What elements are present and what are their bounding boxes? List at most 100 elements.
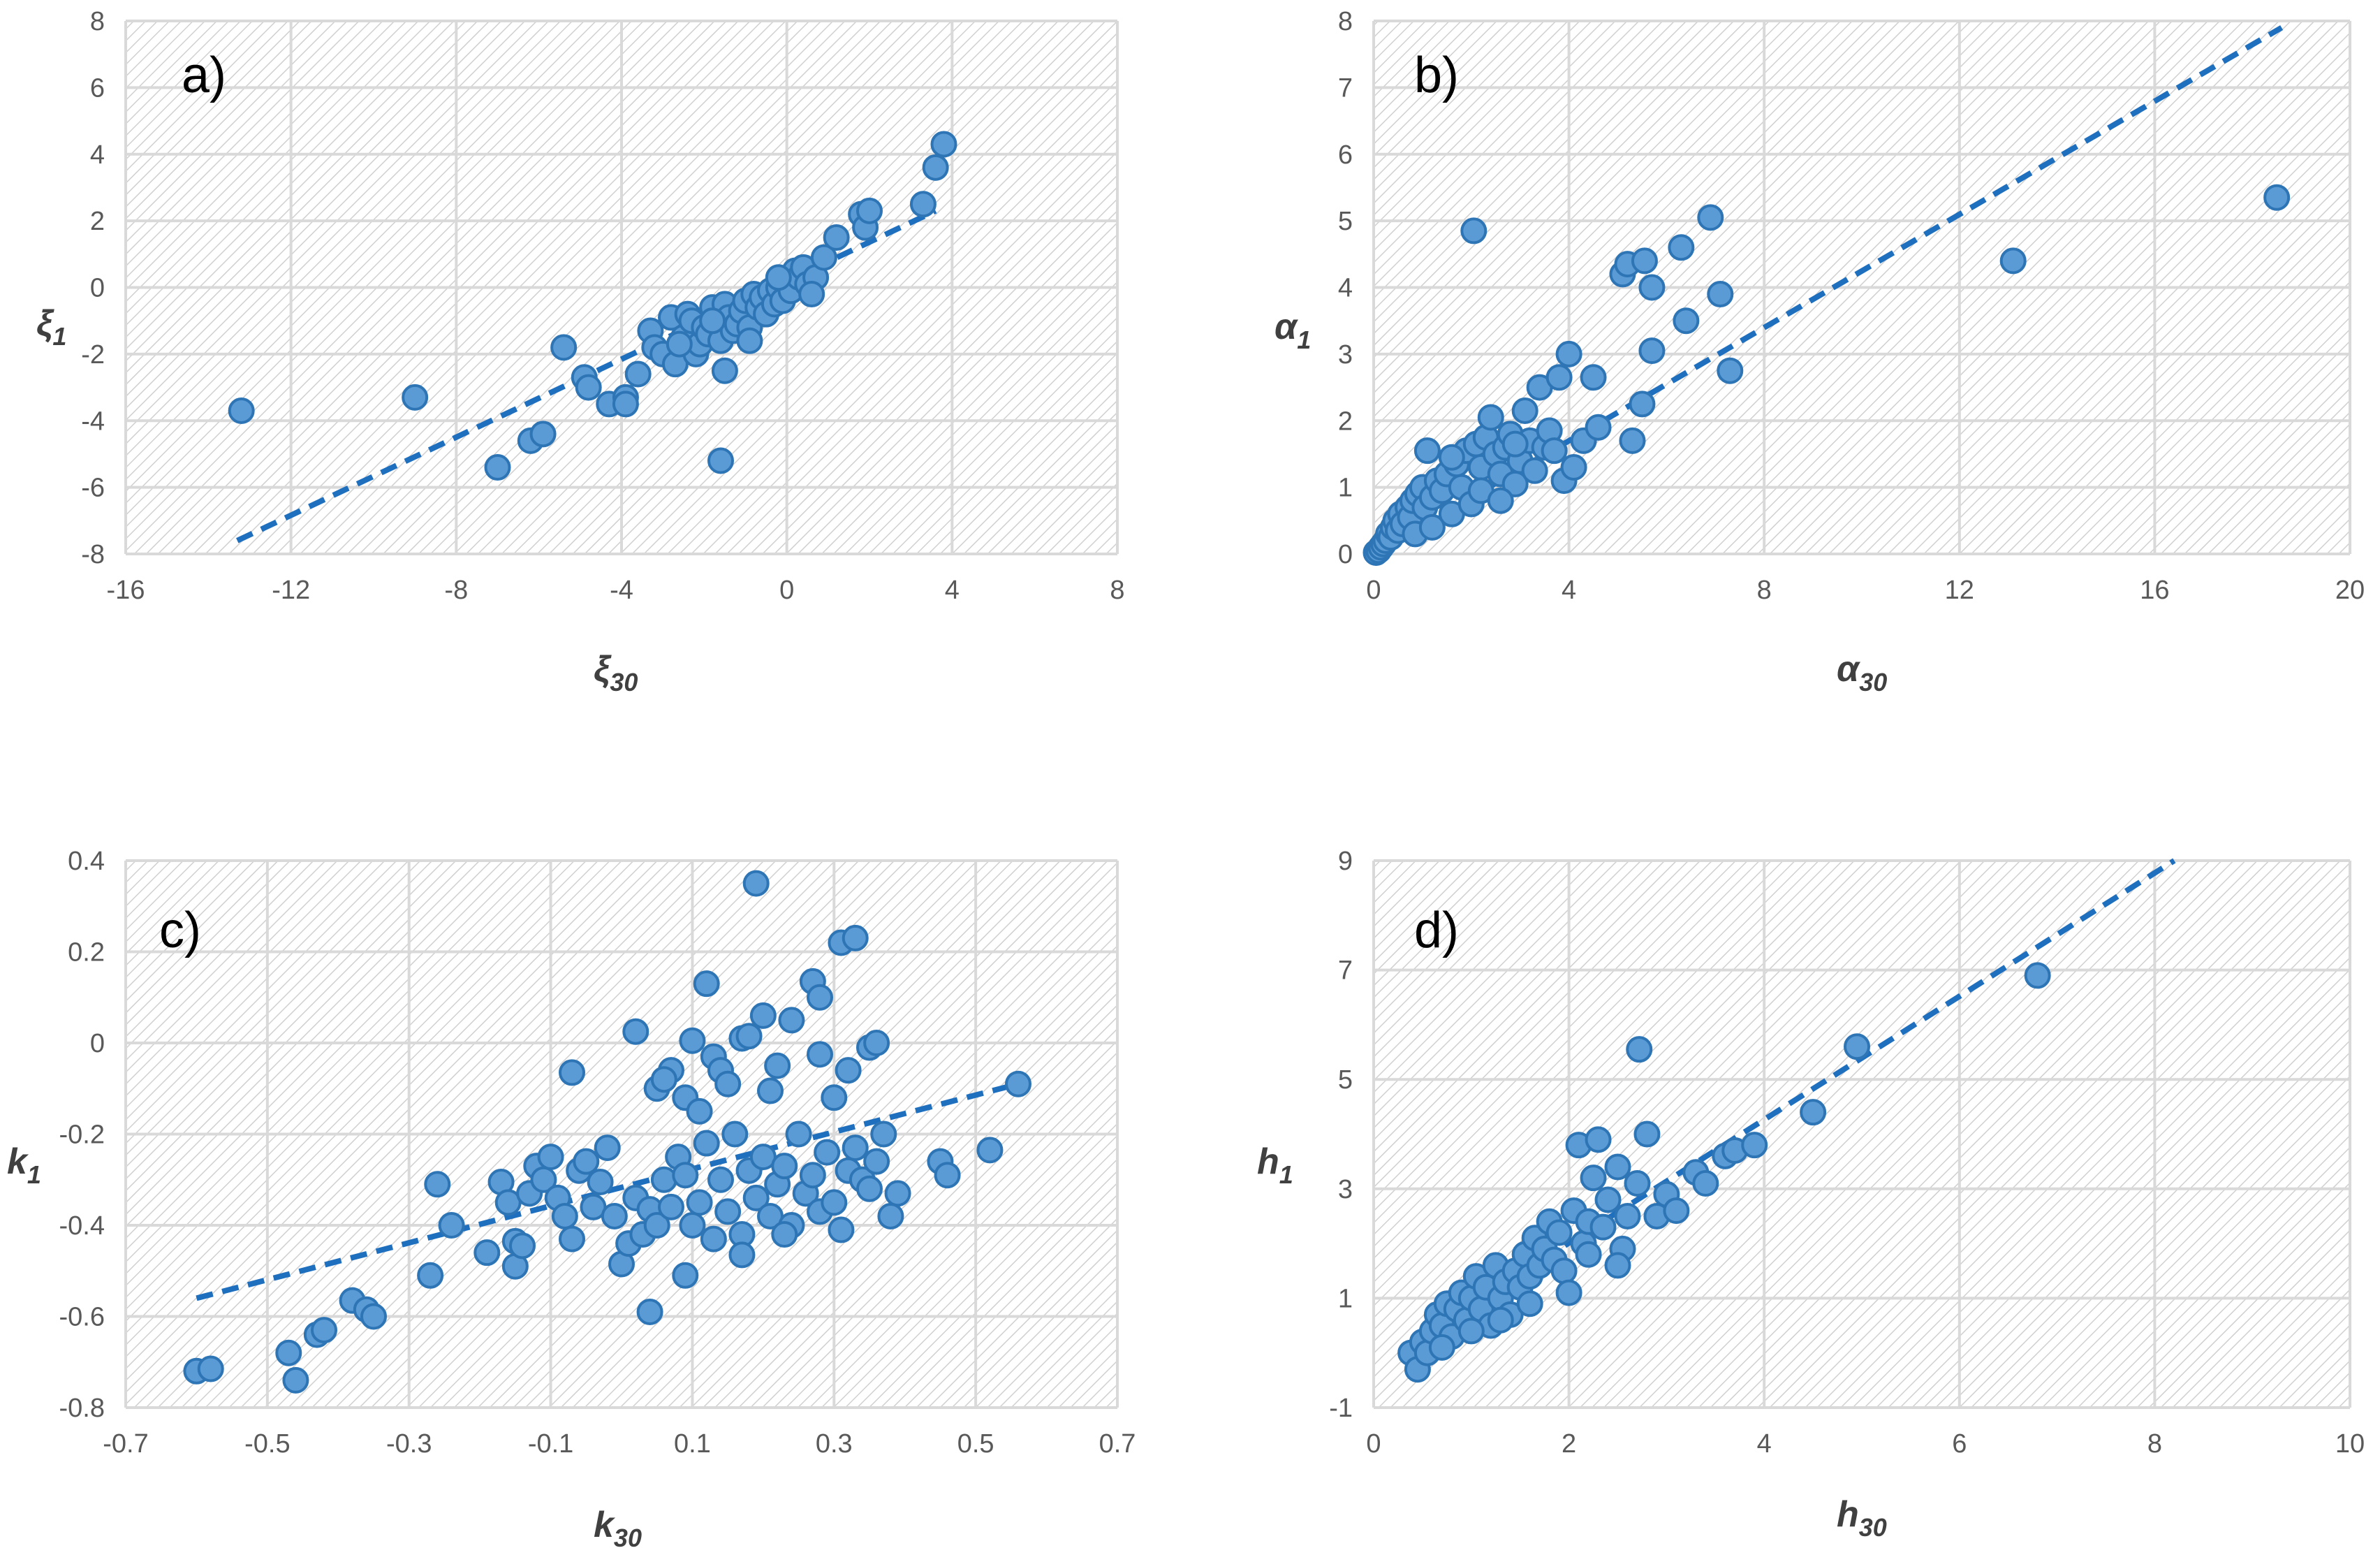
y-tick-label-d-5: 9 (1338, 847, 1353, 876)
data-point-c-83 (749, 1002, 777, 1029)
data-point-d-61 (1516, 1290, 1543, 1317)
data-point-c-81 (735, 1023, 763, 1050)
x-tick-label-a-1: -12 (272, 576, 310, 605)
data-point-c-79 (714, 1070, 742, 1097)
data-point-c-57 (785, 1120, 812, 1148)
data-point-c-89 (821, 1084, 848, 1111)
data-point-c-91 (835, 1057, 862, 1084)
data-point-b-47 (1545, 364, 1573, 391)
data-point-d-40 (1594, 1186, 1622, 1213)
y-tick-label-d-2: 3 (1338, 1175, 1353, 1204)
data-point-b-53 (1585, 414, 1612, 441)
data-point-a-62 (798, 281, 825, 308)
panel-label-d: d) (1414, 903, 1459, 958)
data-point-c-45 (700, 1225, 727, 1253)
data-point-c-103 (622, 1018, 649, 1045)
y-tick-label-c-0: -0.8 (59, 1394, 105, 1423)
y-tick-label-a-0: -8 (81, 540, 105, 569)
data-point-a-0 (228, 397, 255, 424)
y-tick-label-d-1: 1 (1338, 1284, 1353, 1313)
x-tick-label-c-3: -0.1 (528, 1429, 573, 1459)
data-point-d-31 (1550, 1257, 1578, 1285)
x-tick-labels-c: -0.7 -0.5 -0.3 -0.1 0.1 0.3 0.5 0.7 (103, 1429, 1136, 1459)
x-tick-label-b-4: 16 (2140, 576, 2169, 605)
x-axis-title-c: k30 (594, 1505, 642, 1552)
data-point-c-23 (551, 1202, 578, 1229)
data-point-c-24 (559, 1225, 585, 1253)
x-tick-label-d-0: 0 (1366, 1429, 1381, 1459)
data-point-d-57 (2024, 962, 2051, 989)
x-tick-label-a-2: -8 (444, 576, 468, 605)
data-point-a-2 (484, 454, 511, 481)
trendline-d (1406, 858, 2176, 1348)
data-point-c-63 (828, 1216, 855, 1243)
data-point-c-84 (764, 1052, 791, 1079)
data-point-c-97 (976, 1137, 1004, 1164)
data-point-c-39 (658, 1193, 684, 1220)
data-points-a (228, 131, 957, 481)
y-tick-label-c-1: -0.6 (59, 1303, 105, 1332)
x-axis-title-a: ξ30 (594, 649, 638, 696)
x-tick-label-d-1: 2 (1562, 1429, 1576, 1459)
panel-label-c: c) (159, 903, 201, 958)
x-tick-label-d-4: 8 (2147, 1429, 2162, 1459)
y-tick-labels-b: 0 1 2 3 4 5 6 7 8 (1338, 7, 1353, 569)
panel-label-b: b) (1414, 48, 1459, 103)
data-point-d-51 (1692, 1169, 1719, 1197)
y-tick-label-c-2: -0.4 (59, 1211, 105, 1241)
y-tick-labels-c: -0.8 -0.6 -0.4 -0.2 0 0.2 0.4 (59, 847, 105, 1423)
data-point-a-55 (922, 154, 949, 181)
data-point-c-44 (693, 1130, 720, 1157)
data-point-c-99 (636, 1298, 663, 1325)
data-point-c-30 (594, 1134, 621, 1162)
data-point-b-67 (2263, 184, 2291, 211)
y-axis-title-a: ξ1 (36, 303, 66, 351)
data-point-c-71 (884, 1180, 911, 1207)
data-point-b-59 (1638, 274, 1666, 301)
x-tick-labels-d: 0 2 4 6 8 10 (1366, 1429, 2365, 1459)
data-point-a-53 (856, 197, 883, 224)
data-point-d-43 (1614, 1202, 1641, 1229)
y-tick-label-d-0: -1 (1329, 1394, 1353, 1423)
data-point-c-37 (643, 1212, 670, 1239)
data-point-c-29 (587, 1169, 614, 1196)
data-point-b-29 (1460, 217, 1488, 244)
data-point-c-21 (537, 1144, 564, 1171)
data-point-d-49 (1663, 1197, 1690, 1225)
data-point-d-62 (1575, 1241, 1602, 1268)
data-point-c-94 (863, 1030, 890, 1056)
data-point-a-7 (575, 374, 602, 401)
data-point-c-41 (672, 1162, 699, 1189)
data-point-c-100 (672, 1262, 699, 1289)
data-point-c-17 (509, 1232, 536, 1260)
data-point-c-104 (650, 1066, 677, 1093)
data-point-c-98 (1005, 1070, 1031, 1097)
x-tick-label-a-4: 0 (779, 576, 794, 605)
data-point-d-37 (1580, 1165, 1607, 1192)
data-point-a-56 (930, 131, 957, 158)
data-point-a-63 (765, 264, 792, 291)
data-point-b-42 (1521, 457, 1548, 484)
y-tick-label-b-1: 1 (1338, 474, 1353, 503)
x-tick-label-b-1: 4 (1562, 576, 1576, 605)
x-tick-label-b-0: 0 (1366, 576, 1381, 605)
panel-label-a: a) (182, 48, 226, 103)
data-point-b-65 (1717, 357, 1744, 384)
data-point-c-8 (360, 1303, 387, 1330)
data-point-d-41 (1604, 1153, 1631, 1181)
x-tick-label-c-6: 0.5 (957, 1429, 994, 1459)
data-point-b-60 (1638, 337, 1666, 365)
x-tick-label-a-3: -4 (610, 576, 633, 605)
data-point-d-32 (1555, 1279, 1582, 1306)
data-point-b-68 (1418, 513, 1446, 541)
y-tick-label-b-4: 4 (1338, 274, 1353, 303)
data-point-d-54 (1741, 1132, 1768, 1159)
data-point-a-5 (550, 334, 578, 361)
data-point-a-58 (707, 447, 734, 474)
x-tick-label-b-3: 12 (1945, 576, 1974, 605)
data-points-b (1362, 184, 2291, 567)
data-point-c-3 (282, 1366, 309, 1394)
x-tick-label-a-5: 4 (945, 576, 960, 605)
y-tick-label-c-3: -0.2 (59, 1120, 105, 1150)
